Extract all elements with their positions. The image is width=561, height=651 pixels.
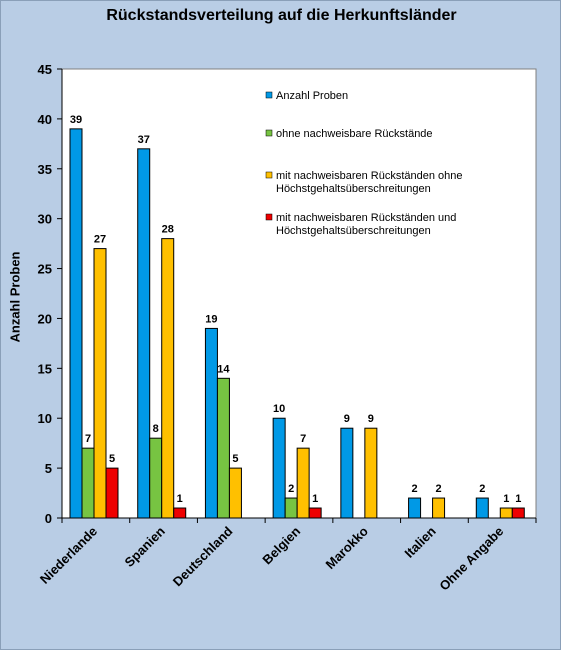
legend-label: Anzahl Proben: [276, 90, 348, 102]
y-tick-label: 30: [38, 212, 52, 227]
x-category-label: Belgien: [259, 523, 303, 567]
data-label: 1: [503, 493, 509, 505]
data-label: 2: [479, 483, 485, 495]
bar-residue-exceed: [308, 507, 322, 519]
legend-swatch: [265, 213, 273, 221]
bar-residue-no-exceed: [228, 467, 242, 519]
bar-residue-no-exceed: [499, 507, 513, 519]
y-tick-label: 45: [38, 62, 52, 77]
data-label: 27: [94, 234, 106, 246]
legend-label: mit nachweisbaren Rückständen ohne: [276, 170, 463, 182]
data-label: 2: [288, 483, 294, 495]
bar-total: [340, 427, 354, 519]
legend-swatch: [265, 91, 273, 99]
data-label: 37: [138, 134, 150, 146]
x-category-label: Marokko: [323, 523, 371, 571]
x-category-label: Spanien: [121, 523, 167, 569]
data-label: 10: [273, 403, 285, 415]
data-label: 2: [436, 483, 442, 495]
x-category-label: Niederlande: [37, 524, 100, 587]
bar-no-residue: [149, 437, 163, 519]
bar-no-residue: [216, 377, 230, 519]
bar-residue-no-exceed: [93, 248, 107, 519]
bar-residue-no-exceed: [161, 238, 175, 519]
y-tick-label: 40: [38, 112, 52, 127]
bar-residue-exceed: [173, 507, 187, 519]
y-tick-label: 35: [38, 162, 52, 177]
bar-total: [408, 497, 422, 519]
legend-swatch: [265, 129, 273, 137]
data-label: 2: [412, 483, 418, 495]
bar-residue-no-exceed: [296, 447, 310, 519]
x-category-label: Deutschland: [170, 523, 236, 589]
y-tick-label: 10: [38, 411, 52, 426]
y-tick-label: 0: [45, 511, 52, 526]
data-label: 1: [177, 493, 183, 505]
x-category-label: Italien: [402, 523, 439, 560]
data-label: 8: [153, 423, 159, 435]
data-label: 1: [515, 493, 521, 505]
bar-total: [475, 497, 489, 519]
bar-residue-exceed: [511, 507, 525, 519]
legend-label: Höchstgehaltsüberschreitungen: [276, 225, 431, 237]
bar-no-residue: [284, 497, 298, 519]
data-label: 1: [312, 493, 318, 505]
bar-total: [272, 417, 286, 519]
data-label: 7: [300, 433, 306, 445]
data-label: 28: [162, 224, 174, 236]
data-label: 39: [70, 114, 82, 126]
y-tick-label: 25: [38, 262, 52, 277]
data-label: 5: [232, 453, 238, 465]
data-label: 9: [344, 413, 350, 425]
legend-label: mit nachweisbaren Rückständen und: [276, 212, 456, 224]
bar-total: [69, 128, 83, 519]
y-tick-label: 15: [38, 361, 52, 376]
legend-label: Höchstgehaltsüberschreitungen: [276, 183, 431, 195]
data-label: 9: [368, 413, 374, 425]
bar-total: [204, 327, 218, 519]
legend-swatch: [265, 171, 273, 179]
bar-residue-exceed: [105, 467, 119, 519]
data-label: 14: [217, 363, 230, 375]
data-label: 5: [109, 453, 115, 465]
y-tick-label: 20: [38, 311, 52, 326]
bar-residue-no-exceed: [432, 497, 446, 519]
legend-label: ohne nachweisbare Rückstände: [276, 128, 433, 140]
bar-residue-no-exceed: [364, 427, 378, 519]
y-tick-label: 5: [45, 461, 52, 476]
bar-total: [137, 148, 151, 519]
data-label: 19: [205, 313, 217, 325]
bar-no-residue: [81, 447, 95, 519]
chart-title: Rückstandsverteilung auf die Herkunftslä…: [106, 7, 457, 24]
x-category-label: Ohne Angabe: [436, 524, 506, 594]
data-label: 7: [85, 433, 91, 445]
